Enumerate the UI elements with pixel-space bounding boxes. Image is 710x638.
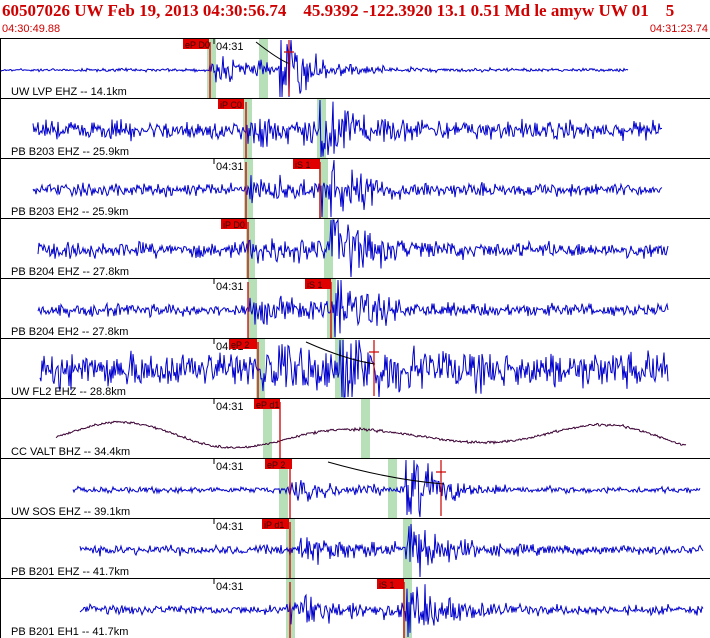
pick-window [319, 159, 328, 218]
station-label: UW LVP EHZ -- 14.1km [11, 86, 127, 98]
pick-window [256, 339, 265, 398]
end-time: 04:31:23.74 [649, 23, 708, 35]
pick-window [388, 459, 397, 518]
tick-label: 04:31 [216, 521, 244, 533]
station-label: PB B201 EHZ -- 41.7km [11, 566, 129, 578]
pick-label: iP d1 [264, 520, 284, 530]
channel-row[interactable]: 04:31 iS 1 PB B203 EH2 -- 25.9km [0, 158, 710, 219]
travel-time-curve [327, 461, 445, 485]
waveform [79, 523, 704, 578]
waveform [0, 39, 629, 98]
pick-label-box [305, 279, 331, 289]
start-time: 04:30:49.88 [2, 23, 61, 35]
station-label: PB B203 EH2 -- 25.9km [11, 206, 128, 218]
station-label: PB B204 EH2 -- 27.8km [11, 326, 128, 338]
pick-label: eP 2 [267, 460, 285, 470]
pick-label-box [218, 99, 244, 109]
pick-label: eP 2 [231, 340, 249, 350]
station-label: CC VALT BHZ -- 34.4km [11, 446, 130, 458]
pick-label-box [293, 159, 320, 169]
tick-label: 04:31 [216, 161, 244, 173]
channel-row[interactable]: 04:31 iS 1 PB B201 EH1 -- 41.7km [0, 578, 710, 638]
pick-label: iP C0 [220, 100, 242, 110]
channel-row[interactable]: iP C0 PB B203 EHZ -- 25.9km [0, 98, 710, 159]
pick-label: eP D0 [185, 40, 210, 50]
station-label: PB B201 EH1 -- 41.7km [11, 626, 128, 638]
pick-label-box [265, 459, 292, 469]
pick-label: eP d1 [256, 400, 279, 410]
waveform [37, 218, 669, 278]
pick-window [279, 459, 288, 518]
tick-label: 04:31 [216, 41, 244, 53]
pick-label: iS 1 [307, 280, 323, 290]
waveform [32, 159, 663, 218]
waveform [37, 279, 669, 338]
tick-label: 04:31 [216, 581, 244, 593]
pick-label-box [229, 339, 257, 349]
pick-window [263, 399, 272, 458]
pick-label-box [262, 519, 289, 529]
travel-time-curve [255, 41, 291, 65]
station-label: PB B203 EHZ -- 25.9km [11, 146, 129, 158]
tick-label: 04:31 [216, 461, 244, 473]
channel-row[interactable]: 04:31 iS 1 PB B204 EH2 -- 27.8km [0, 278, 710, 339]
pick-window [361, 399, 370, 458]
event-title: 60507026 UW Feb 19, 2013 04:30:56.74 45.… [2, 1, 675, 20]
station-label: PB B204 EHZ -- 27.8km [11, 266, 129, 278]
pick-label-box [221, 219, 247, 229]
pick-window [317, 99, 326, 158]
header: 60507026 UW Feb 19, 2013 04:30:56.74 45.… [0, 0, 710, 38]
seismogram-panel[interactable]: 04:31 eP D0 UW LVP EHZ -- 14.1km iP C0 PB B2… [0, 38, 710, 638]
channel-row[interactable]: 04:31 eP 2 UW SOS EHZ -- 39.1km [0, 458, 710, 519]
pick-label: iP D0 [223, 220, 245, 230]
waveform [72, 459, 701, 518]
pick-label-box [254, 399, 280, 409]
tick-label: 04:31 [216, 281, 244, 293]
channel-row[interactable]: 04:31 eP d1 CC VALT BHZ -- 34.4km [0, 398, 710, 459]
tick-label: 04:31 [216, 401, 244, 413]
pick-label-box [377, 579, 404, 589]
pick-label: iS 1 [379, 580, 395, 590]
pick-label: iS 1 [295, 160, 311, 170]
pick-label-box [183, 39, 209, 49]
channel-row[interactable]: iP D0 PB B204 EHZ -- 27.8km [0, 218, 710, 279]
waveform [55, 420, 687, 449]
travel-time-curve [305, 341, 376, 365]
channel-row[interactable]: 04:31 iP d1 PB B201 EHZ -- 41.7km [0, 518, 710, 579]
station-label: UW FL2 EHZ -- 28.8km [11, 386, 126, 398]
waveform [32, 99, 663, 158]
pick-window [403, 519, 412, 578]
channel-row[interactable]: 04:31 eP D0 UW LVP EHZ -- 14.1km [0, 38, 710, 99]
station-label: UW SOS EHZ -- 39.1km [11, 506, 130, 518]
waveform [79, 584, 704, 638]
waveform [39, 339, 669, 398]
